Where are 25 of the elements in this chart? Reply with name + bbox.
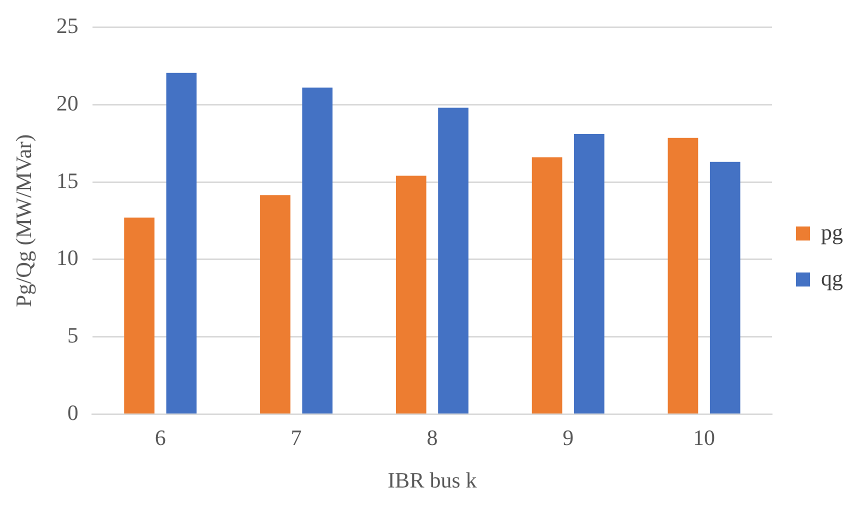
bar — [166, 72, 197, 414]
y-tick-label: 10 — [56, 245, 78, 270]
x-axis-title: IBR bus k — [388, 468, 477, 493]
bar — [124, 218, 154, 414]
x-tick-label: 9 — [562, 425, 574, 450]
bar — [260, 195, 290, 414]
bar — [574, 134, 604, 414]
x-tick-label: 6 — [154, 425, 166, 450]
y-axis-title: Pg/Qg (MW/MVar) — [10, 134, 36, 308]
legend-label: qg — [821, 265, 843, 290]
y-tick-label: 5 — [67, 322, 78, 348]
x-tick-label: 7 — [290, 425, 302, 450]
bar — [302, 88, 333, 414]
bar — [668, 138, 698, 414]
bar — [532, 157, 562, 414]
y-tick-label: 25 — [56, 12, 78, 38]
y-tick-label: 0 — [67, 400, 78, 425]
bar — [396, 176, 426, 414]
x-tick-label: 8 — [426, 425, 438, 450]
x-tick-label: 10 — [693, 425, 716, 450]
bar — [438, 108, 468, 414]
legend-label: pg — [821, 219, 843, 244]
bar — [710, 162, 740, 414]
y-tick-label: 15 — [56, 168, 78, 193]
y-tick-label: 20 — [56, 90, 78, 116]
